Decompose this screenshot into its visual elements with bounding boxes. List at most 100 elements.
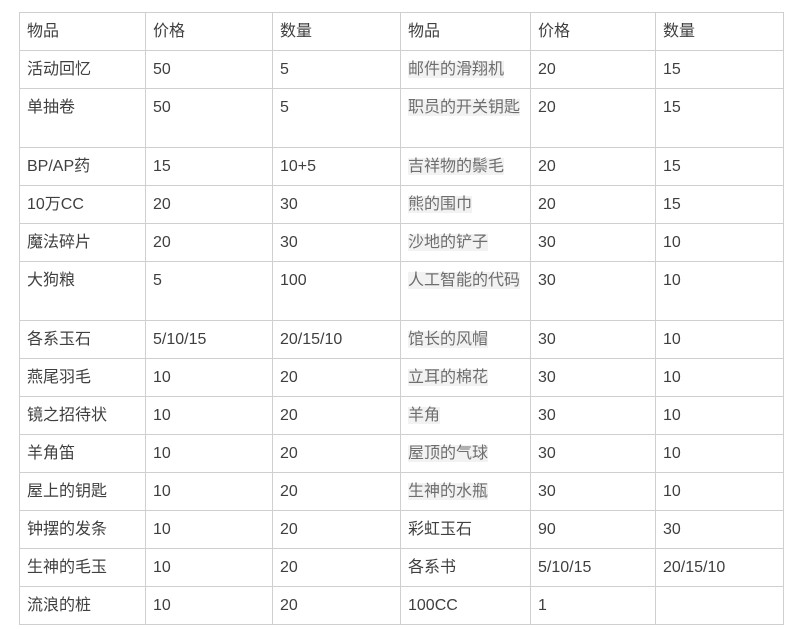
item-name-text: 屋上的钥匙 bbox=[27, 483, 108, 500]
value-text: 5/10/15 bbox=[538, 559, 592, 576]
price-cell-left: 10 bbox=[145, 586, 273, 625]
col-header-item-right: 物品 bbox=[400, 12, 531, 51]
item-name-text: 10万CC bbox=[27, 196, 84, 213]
value-text: 50 bbox=[153, 61, 171, 78]
item-cell-left: 钟摆的发条 bbox=[19, 510, 146, 549]
item-cell-left: BP/AP药 bbox=[19, 147, 146, 186]
item-cell-right: 吉祥物的鬃毛 bbox=[400, 147, 531, 186]
item-name-text: 沙地的铲子 bbox=[408, 234, 489, 251]
item-name-text: 羊角笛 bbox=[27, 445, 76, 462]
item-cell-left: 燕尾羽毛 bbox=[19, 358, 146, 397]
value-text: 15 bbox=[663, 99, 681, 116]
item-name-text: BP/AP药 bbox=[27, 158, 91, 175]
item-name-text: 活动回忆 bbox=[27, 61, 92, 78]
item-cell-right: 100CC bbox=[400, 586, 531, 625]
item-name-text: 100CC bbox=[408, 597, 458, 614]
item-cell-left: 单抽卷 bbox=[19, 88, 146, 148]
quantity-cell-right: 10 bbox=[655, 223, 784, 262]
item-name-text: 大狗粮 bbox=[27, 272, 76, 289]
item-name-text: 屋顶的气球 bbox=[408, 445, 489, 462]
value-text: 20 bbox=[280, 445, 298, 462]
item-name-text: 熊的围巾 bbox=[408, 196, 473, 213]
col-header-item-left: 物品 bbox=[19, 12, 146, 51]
item-name-text: 生神的毛玉 bbox=[27, 559, 108, 576]
quantity-cell-left: 5 bbox=[272, 88, 401, 148]
quantity-cell-right: 15 bbox=[655, 185, 784, 224]
item-name-text: 各系书 bbox=[408, 559, 457, 576]
value-text: 30 bbox=[538, 234, 556, 251]
item-cell-left: 各系玉石 bbox=[19, 320, 146, 359]
price-cell-left: 10 bbox=[145, 548, 273, 587]
table-row: 10万CC 20 30 熊的围巾 20 15 bbox=[19, 185, 784, 224]
price-cell-left: 10 bbox=[145, 396, 273, 435]
item-name-text: 人工智能的代码 bbox=[408, 272, 521, 289]
table-row: BP/AP药 15 10+5 吉祥物的鬃毛 20 15 bbox=[19, 147, 784, 186]
price-cell-right: 30 bbox=[530, 396, 656, 435]
value-text: 1 bbox=[538, 597, 547, 614]
item-cell-right: 生神的水瓶 bbox=[400, 472, 531, 511]
item-name-text: 馆长的风帽 bbox=[408, 331, 489, 348]
table-row: 屋上的钥匙 10 20 生神的水瓶 30 10 bbox=[19, 472, 784, 511]
value-text: 10 bbox=[153, 407, 171, 424]
price-cell-left: 50 bbox=[145, 50, 273, 89]
value-text: 20 bbox=[538, 99, 556, 116]
quantity-cell-right: 10 bbox=[655, 358, 784, 397]
item-name-text: 各系玉石 bbox=[27, 331, 92, 348]
value-text: 100 bbox=[280, 272, 307, 289]
item-name-text: 燕尾羽毛 bbox=[27, 369, 92, 386]
price-cell-right: 90 bbox=[530, 510, 656, 549]
value-text: 20 bbox=[280, 597, 298, 614]
col-header-price-left: 价格 bbox=[145, 12, 273, 51]
table-row: 燕尾羽毛 10 20 立耳的棉花 30 10 bbox=[19, 358, 784, 397]
quantity-cell-left: 20 bbox=[272, 396, 401, 435]
price-cell-left: 10 bbox=[145, 434, 273, 473]
price-cell-left: 5 bbox=[145, 261, 273, 321]
item-cell-right: 职员的开关钥匙 bbox=[400, 88, 531, 148]
value-text: 5 bbox=[153, 272, 162, 289]
value-text: 10 bbox=[153, 559, 171, 576]
quantity-cell-left: 20 bbox=[272, 510, 401, 549]
value-text: 10 bbox=[663, 234, 681, 251]
price-cell-right: 30 bbox=[530, 472, 656, 511]
quantity-cell-right: 10 bbox=[655, 261, 784, 321]
value-text: 30 bbox=[538, 445, 556, 462]
item-name-text: 邮件的滑翔机 bbox=[408, 61, 505, 78]
table-row: 镜之招待状 10 20 羊角 30 10 bbox=[19, 396, 784, 435]
table-row: 钟摆的发条 10 20 彩虹玉石 90 30 bbox=[19, 510, 784, 549]
value-text: 5 bbox=[280, 99, 289, 116]
value-text: 10 bbox=[153, 445, 171, 462]
value-text: 10 bbox=[153, 483, 171, 500]
value-text: 30 bbox=[538, 483, 556, 500]
value-text: 20 bbox=[538, 61, 556, 78]
quantity-cell-right: 10 bbox=[655, 396, 784, 435]
value-text: 15 bbox=[663, 196, 681, 213]
item-cell-right: 沙地的铲子 bbox=[400, 223, 531, 262]
value-text: 20 bbox=[280, 559, 298, 576]
value-text: 10 bbox=[663, 407, 681, 424]
price-cell-left: 20 bbox=[145, 185, 273, 224]
value-text: 20 bbox=[538, 158, 556, 175]
quantity-cell-left: 20 bbox=[272, 358, 401, 397]
item-name-text: 吉祥物的鬃毛 bbox=[408, 158, 505, 175]
value-text: 5/10/15 bbox=[153, 331, 207, 348]
item-cell-left: 生神的毛玉 bbox=[19, 548, 146, 587]
item-name-text: 魔法碎片 bbox=[27, 234, 92, 251]
item-name-text: 立耳的棉花 bbox=[408, 369, 489, 386]
quantity-cell-left: 20 bbox=[272, 548, 401, 587]
item-name-text: 钟摆的发条 bbox=[27, 521, 108, 538]
value-text: 10 bbox=[153, 369, 171, 386]
table-row: 活动回忆 50 5 邮件的滑翔机 20 15 bbox=[19, 50, 784, 89]
value-text: 20 bbox=[280, 369, 298, 386]
item-cell-left: 大狗粮 bbox=[19, 261, 146, 321]
price-cell-right: 5/10/15 bbox=[530, 548, 656, 587]
quantity-cell-right: 15 bbox=[655, 147, 784, 186]
value-text: 30 bbox=[663, 521, 681, 538]
item-cell-right: 屋顶的气球 bbox=[400, 434, 531, 473]
table-header: 物品 价格 数量 物品 价格 数量 bbox=[19, 12, 784, 51]
price-cell-right: 30 bbox=[530, 320, 656, 359]
price-cell-left: 10 bbox=[145, 358, 273, 397]
price-cell-left: 15 bbox=[145, 147, 273, 186]
item-cell-right: 彩虹玉石 bbox=[400, 510, 531, 549]
price-cell-right: 30 bbox=[530, 358, 656, 397]
price-cell-left: 5/10/15 bbox=[145, 320, 273, 359]
